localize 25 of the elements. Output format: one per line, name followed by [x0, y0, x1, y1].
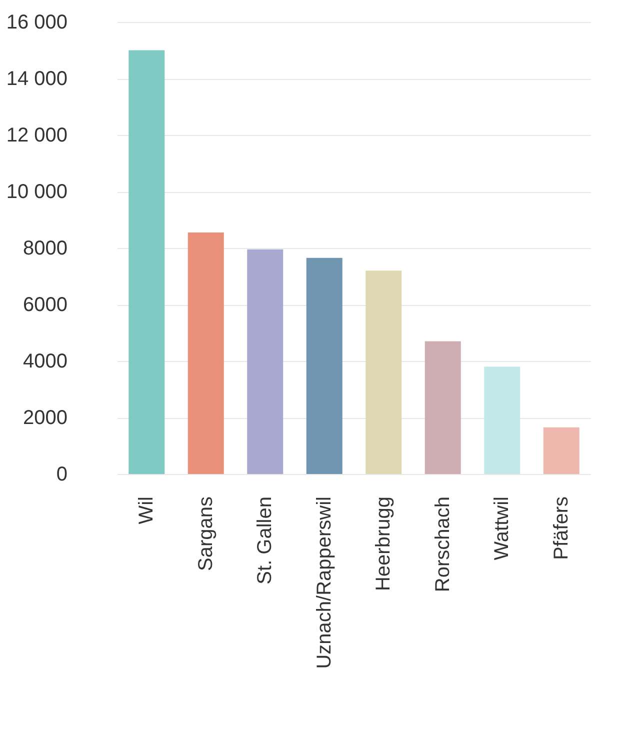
y-tick-label: 4000: [23, 350, 68, 372]
y-tick-label: 12 000: [6, 124, 68, 146]
x-tick-label: Wil: [136, 496, 158, 524]
bar: [484, 366, 520, 474]
y-tick-label: 0: [56, 464, 68, 486]
y-tick-label: 6000: [23, 294, 68, 316]
bar: [128, 50, 165, 474]
bar: [424, 341, 461, 474]
x-tick-label: Rorschach: [432, 496, 454, 592]
y-tick-label: 14 000: [6, 68, 68, 90]
bar: [306, 258, 342, 474]
bar: [188, 232, 224, 474]
y-tick-label: 2000: [23, 407, 68, 429]
bar: [247, 249, 284, 474]
y-tick-label: 16 000: [6, 12, 68, 34]
x-tick-label: Sargans: [194, 496, 217, 571]
y-tick-label: 8000: [23, 238, 68, 260]
bar: [543, 427, 580, 474]
y-tick-label: 10 000: [6, 181, 68, 203]
x-tick-label: Uznach/Rapperswil: [313, 496, 336, 669]
x-tick-label: Pfäfers: [550, 496, 572, 560]
x-tick-label: Wattwil: [491, 496, 514, 560]
bar: [366, 270, 402, 474]
x-tick-label: Heerbrugg: [372, 496, 395, 592]
x-tick-label: St. Gallen: [254, 496, 276, 584]
